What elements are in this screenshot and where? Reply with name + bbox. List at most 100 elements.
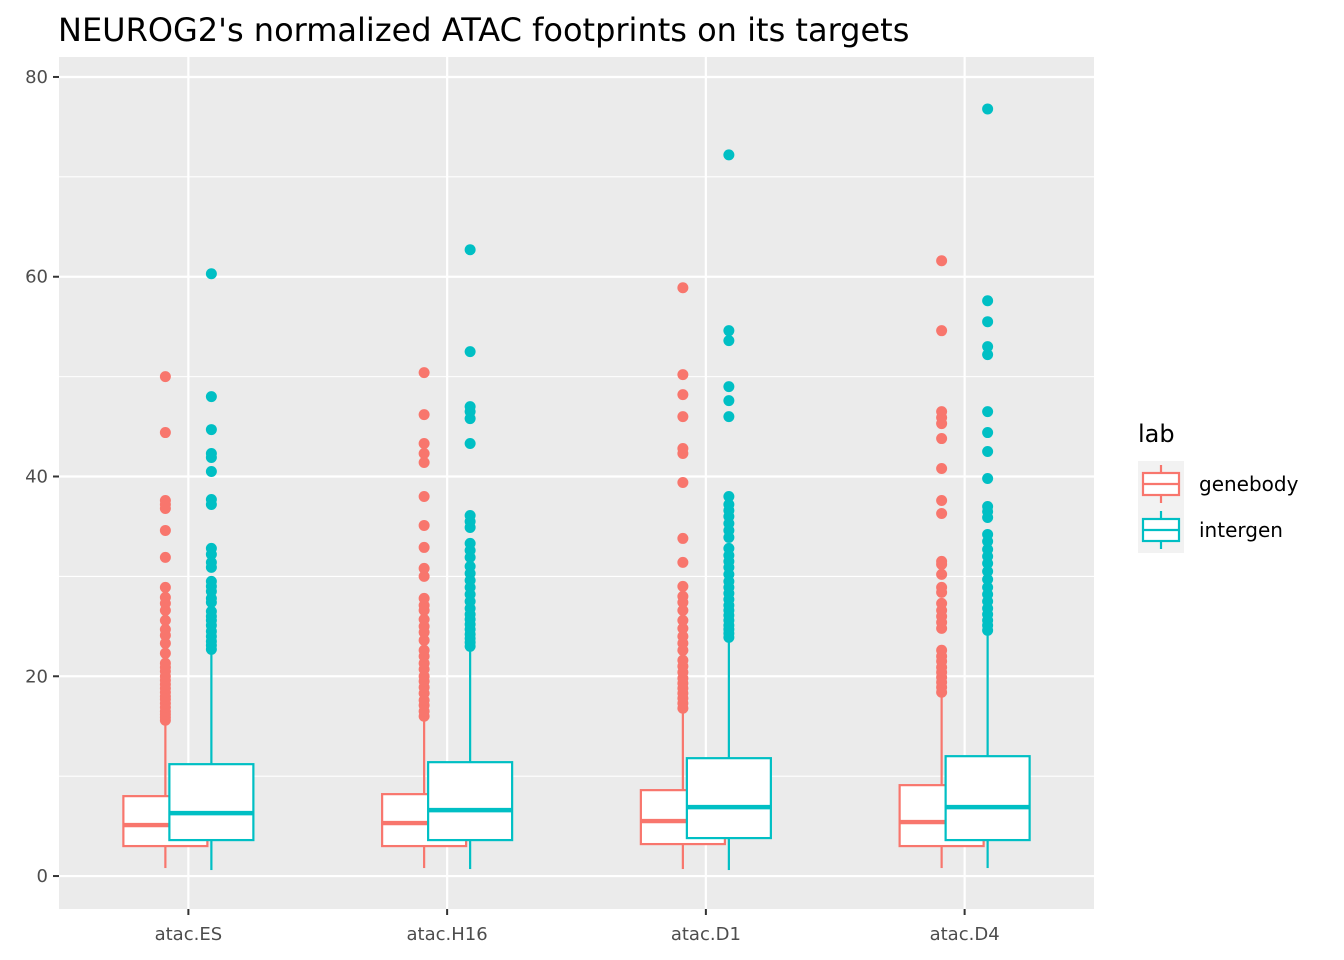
outlier-point [677, 654, 689, 666]
outlier-point [723, 335, 735, 347]
outlier-point [723, 395, 735, 407]
outlier-point [677, 614, 689, 626]
outlier-point [418, 457, 430, 469]
x-tick-label: atac.H16 [407, 924, 488, 945]
outlier-point [677, 477, 689, 489]
outlier-point [982, 446, 994, 458]
outlier-point [464, 509, 476, 521]
outlier-point [418, 634, 430, 646]
outlier-point [418, 592, 430, 604]
outlier-point [418, 367, 430, 379]
outlier-point [159, 551, 171, 563]
outlier-point [677, 590, 689, 602]
outlier-point [159, 427, 171, 439]
outlier-point [418, 541, 430, 553]
x-axis: atac.ES atac.H16 atac.D1 atac.D4 [155, 909, 1000, 945]
outlier-point [677, 556, 689, 568]
outlier-point [982, 473, 994, 485]
outlier-point [418, 644, 430, 656]
outlier-point [982, 406, 994, 418]
box [168, 763, 255, 842]
outlier-point [677, 389, 689, 401]
outlier-point [723, 411, 735, 423]
outlier-point [936, 507, 948, 519]
y-tick-label: 0 [37, 866, 48, 887]
outlier-point [936, 494, 948, 506]
outlier-point [936, 581, 948, 593]
y-tick-label: 60 [25, 267, 48, 288]
x-tick-label: atac.ES [155, 924, 223, 945]
legend-label-genebody: genebody [1199, 472, 1299, 496]
outlier-point [936, 325, 948, 337]
outlier-point [677, 443, 689, 455]
outlier-point [205, 466, 217, 478]
outlier-point [982, 295, 994, 307]
outlier-point [982, 573, 994, 585]
outlier-point [936, 406, 948, 418]
outlier-point [205, 391, 217, 403]
outlier-point [464, 401, 476, 413]
outlier-point [159, 657, 171, 669]
outlier-point [936, 463, 948, 475]
outlier-point [982, 103, 994, 115]
outlier-point [677, 622, 689, 634]
outlier-point [159, 637, 171, 649]
legend: lab genebody intergen [1138, 420, 1299, 553]
outlier-point [464, 346, 476, 358]
outlier-point [982, 500, 994, 512]
outlier-point [418, 562, 430, 574]
outlier-point [205, 575, 217, 587]
outlier-point [159, 647, 171, 659]
outlier-point [982, 349, 994, 361]
outlier-point [677, 630, 689, 642]
outlier-point [982, 581, 994, 593]
outlier-point [677, 532, 689, 544]
outlier-point [723, 149, 735, 161]
outlier-point [982, 528, 994, 540]
outlier-point [677, 580, 689, 592]
outlier-point [723, 490, 735, 502]
outlier-point [205, 268, 217, 280]
outlier-point [936, 433, 948, 445]
outlier-point [418, 409, 430, 421]
outlier-point [205, 448, 217, 460]
outlier-point [723, 498, 735, 510]
outlier-point [723, 542, 735, 554]
outlier-point [418, 613, 430, 625]
box [427, 761, 514, 842]
outlier-point [159, 371, 171, 383]
x-tick-label: atac.D4 [930, 924, 1000, 945]
outlier-point [677, 369, 689, 381]
outlier-point [982, 316, 994, 328]
outlier-point [205, 605, 217, 617]
box [944, 755, 1031, 842]
outlier-point [205, 542, 217, 554]
legend-title: lab [1138, 420, 1175, 448]
outlier-point [418, 490, 430, 502]
y-tick-label: 80 [25, 67, 48, 88]
outlier-point [418, 448, 430, 460]
outlier-point [982, 341, 994, 353]
outlier-point [418, 570, 430, 582]
outlier-point [418, 438, 430, 450]
outlier-point [159, 581, 171, 593]
outlier-point [159, 524, 171, 536]
outlier-point [723, 381, 735, 393]
outlier-point [677, 282, 689, 294]
outlier-point [159, 623, 171, 635]
outlier-point [677, 604, 689, 616]
outlier-point [982, 427, 994, 439]
outlier-point [936, 255, 948, 267]
outlier-point [464, 438, 476, 450]
y-axis: 0 20 40 60 80 [25, 67, 59, 887]
outlier-point [159, 494, 171, 506]
outlier-point [723, 325, 735, 337]
box [685, 757, 772, 840]
y-tick-label: 20 [25, 666, 48, 687]
outlier-point [936, 597, 948, 609]
outlier-point [418, 519, 430, 531]
chart-title: NEUROG2's normalized ATAC footprints on … [58, 11, 909, 49]
legend-label-intergen: intergen [1199, 518, 1283, 542]
boxplot-series [122, 103, 1031, 871]
